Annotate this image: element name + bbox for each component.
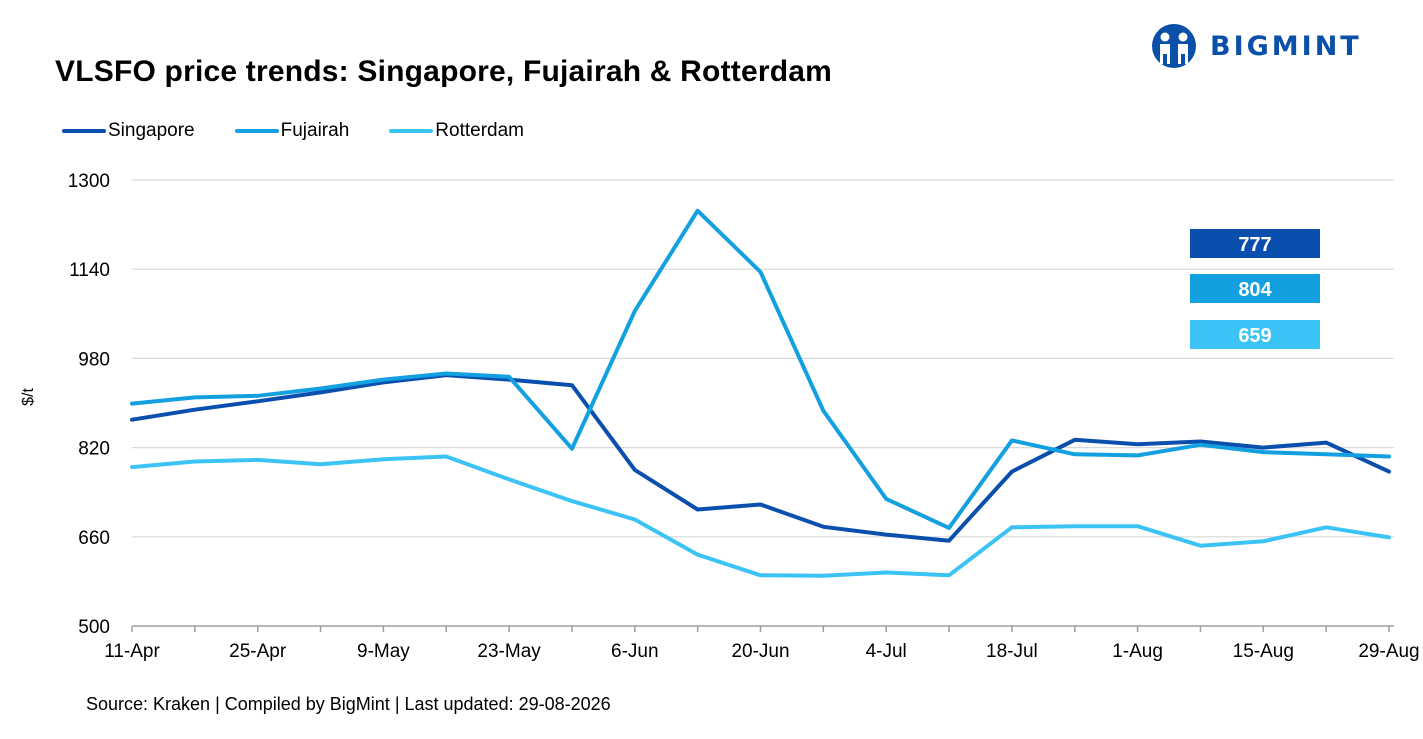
series-line-rotterdam: [130, 454, 1391, 578]
legend-label-rotterdam: Rotterdam: [435, 120, 524, 141]
legend-item-singapore: Singapore: [62, 120, 195, 142]
legend-swatch-fujairah: [234, 129, 279, 133]
legend-swatch-rotterdam: [389, 129, 434, 133]
end-value-label-rotterdam: 659: [1238, 325, 1271, 347]
x-tick-label: 25-Apr: [229, 641, 287, 662]
x-tick-label: 23-May: [477, 641, 541, 662]
bigmint-logo: BIGMINT: [1150, 22, 1362, 70]
x-tick-label: 29-Aug: [1358, 641, 1419, 662]
y-tick-label: 660: [78, 528, 110, 549]
end-value-box-singapore: [1190, 229, 1320, 258]
x-tick-label: 6-Jun: [611, 641, 659, 662]
legend-label-fujairah: Fujairah: [280, 120, 350, 141]
bigmint-logo-icon: [1152, 24, 1196, 68]
source-note: Source: Kraken | Compiled by BigMint | L…: [86, 694, 611, 714]
chart-title: VLSFO price trends: Singapore, Fujairah …: [55, 55, 832, 88]
x-tick-label: 15-Aug: [1233, 641, 1294, 662]
series-line-singapore: [130, 373, 1391, 543]
end-value-box-fujairah: [1190, 274, 1320, 303]
end-value-label-singapore: 777: [1238, 234, 1271, 256]
x-tick-label: 4-Jul: [866, 641, 907, 662]
legend-item-rotterdam: Rotterdam: [389, 120, 524, 142]
x-tick-label: 18-Jul: [986, 641, 1038, 662]
end-value-box-rotterdam: [1190, 320, 1320, 349]
y-tick-label: 820: [78, 439, 110, 460]
y-tick-label: 500: [78, 617, 110, 638]
y-tick-label: 1300: [68, 171, 110, 192]
series-line-fujairah: [130, 208, 1391, 530]
brand-name: BIGMINT: [1210, 30, 1362, 62]
legend-swatch-singapore: [62, 129, 106, 133]
y-tick-label: 980: [78, 349, 110, 370]
x-tick-label: 11-Apr: [104, 641, 160, 662]
x-tick-label: 1-Aug: [1112, 641, 1163, 662]
x-tick-label: 9-May: [357, 641, 410, 662]
x-tick-label: 20-Jun: [731, 641, 789, 662]
legend-label-singapore: Singapore: [108, 120, 195, 141]
chart-legend: Singapore Fujairah Rotterdam: [62, 120, 564, 142]
end-value-label-fujairah: 804: [1238, 279, 1272, 301]
legend-item-fujairah: Fujairah: [234, 120, 350, 142]
y-tick-label: 1140: [69, 260, 110, 281]
line-chart: 500 660 820 980 1140 1300 11-Apr 25-Apr 9-May 23-…: [68, 171, 1420, 662]
